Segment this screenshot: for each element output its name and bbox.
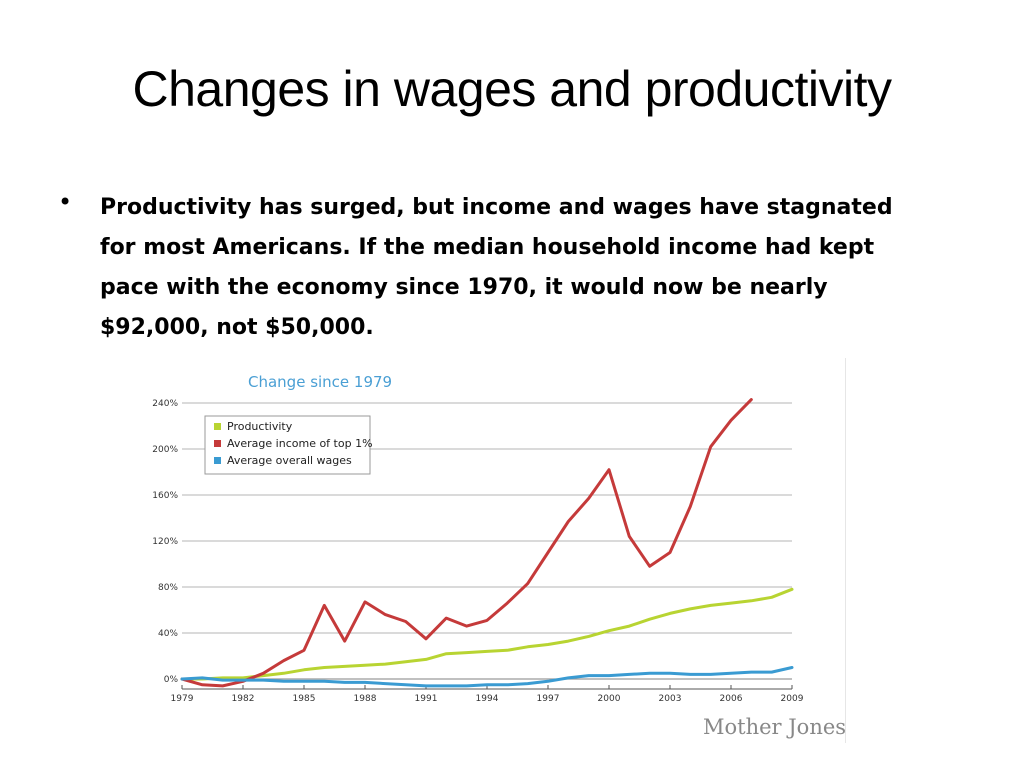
legend-swatch (214, 440, 221, 447)
series-lines (180, 398, 794, 688)
legend-label: Average income of top 1% (227, 437, 373, 450)
line-chart: Change since 1979 0% 40% 80% 120% 160% 200% 24… (152, 373, 845, 739)
x-tick-label: 2000 (598, 694, 621, 704)
slide-title: Changes in wages and productivity (132, 61, 892, 117)
source-watermark: Mother Jones (703, 715, 845, 739)
bullet-point: • Productivity has surged, but income an… (58, 188, 918, 348)
axes: 0% 40% 80% 120% 160% 200% 240% 1979 1982 1985 1988… (152, 399, 803, 704)
chart-container: Change since 1979 0% 40% 80% 120% 160% 200% 24… (110, 358, 846, 743)
x-tick-label: 1997 (537, 694, 560, 704)
legend-box (204, 415, 371, 475)
x-tick-label: 2006 (720, 694, 743, 704)
y-tick-label: 120% (152, 537, 178, 547)
chart-legend: Productivity Average income of top 1% Aver… (204, 415, 373, 475)
bullet-text: Productivity has surged, but income and … (100, 195, 893, 340)
x-tick-label: 1979 (171, 694, 194, 704)
x-tick-label: 1982 (232, 694, 255, 704)
legend-swatch (214, 457, 221, 464)
y-tick-label: 80% (158, 583, 178, 593)
series-line-2 (180, 666, 794, 688)
legend-label: Productivity (227, 420, 293, 433)
series-line-1 (180, 398, 753, 688)
legend-swatch (214, 423, 221, 430)
x-tick-label: 1994 (476, 694, 499, 704)
x-tick-label: 2009 (781, 694, 804, 704)
y-tick-label: 200% (152, 445, 178, 455)
x-tick-label: 1988 (354, 694, 377, 704)
y-tick-label: 240% (152, 399, 178, 409)
y-tick-label: 160% (152, 491, 178, 501)
series-line-0 (180, 587, 794, 681)
y-tick-label: 0% (164, 675, 179, 685)
x-tick-label: 1985 (293, 694, 316, 704)
bullet-marker: • (58, 188, 73, 216)
y-tick-label: 40% (158, 629, 178, 639)
chart-title: Change since 1979 (248, 373, 392, 391)
x-tick-label: 2003 (659, 694, 682, 704)
x-tick-label: 1991 (415, 694, 438, 704)
legend-label: Average overall wages (227, 454, 352, 467)
